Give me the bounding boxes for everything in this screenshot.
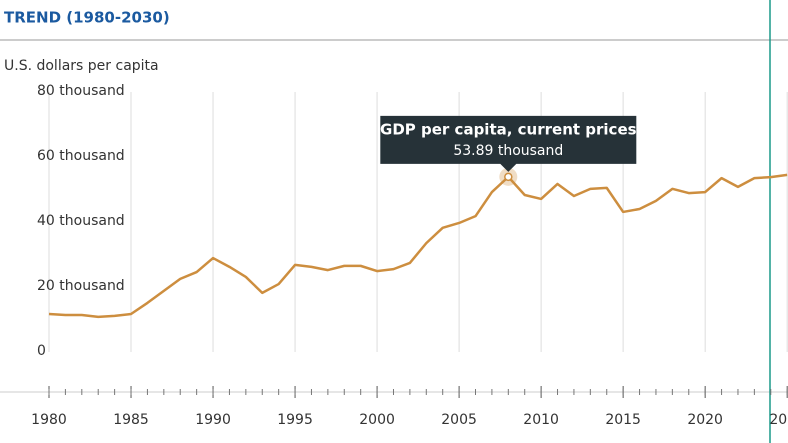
x-tick-label: 1995 bbox=[277, 412, 313, 428]
y-tick-label: 80 thousand bbox=[37, 83, 125, 99]
x-tick-label: 1990 bbox=[195, 412, 231, 428]
y-tick-label: 20 thousand bbox=[37, 278, 125, 294]
y-tick-label: 40 thousand bbox=[37, 213, 125, 229]
y-tick-label: 60 thousand bbox=[37, 148, 125, 164]
tooltip-value: 53.89 thousand bbox=[453, 143, 563, 159]
tooltip-title: GDP per capita, current prices bbox=[380, 120, 637, 138]
y-axis-label: U.S. dollars per capita bbox=[4, 58, 159, 74]
y-tick-label: 0 bbox=[37, 343, 46, 359]
x-tick-label: 2015 bbox=[605, 412, 641, 428]
x-tick-label: 2000 bbox=[359, 412, 395, 428]
tooltip-box bbox=[380, 115, 637, 172]
series-line bbox=[48, 173, 788, 319]
x-tick-label: 2025 bbox=[769, 412, 788, 428]
highlight-point bbox=[504, 172, 513, 182]
chart-title: TREND (1980-2030) bbox=[4, 9, 170, 27]
x-tick-label: 1985 bbox=[113, 412, 149, 428]
x-tick-label: 2005 bbox=[441, 412, 477, 428]
x-tick-label: 2010 bbox=[523, 412, 559, 428]
x-tick-label: 2020 bbox=[687, 412, 723, 428]
x-tick-label: 1980 bbox=[31, 412, 67, 428]
